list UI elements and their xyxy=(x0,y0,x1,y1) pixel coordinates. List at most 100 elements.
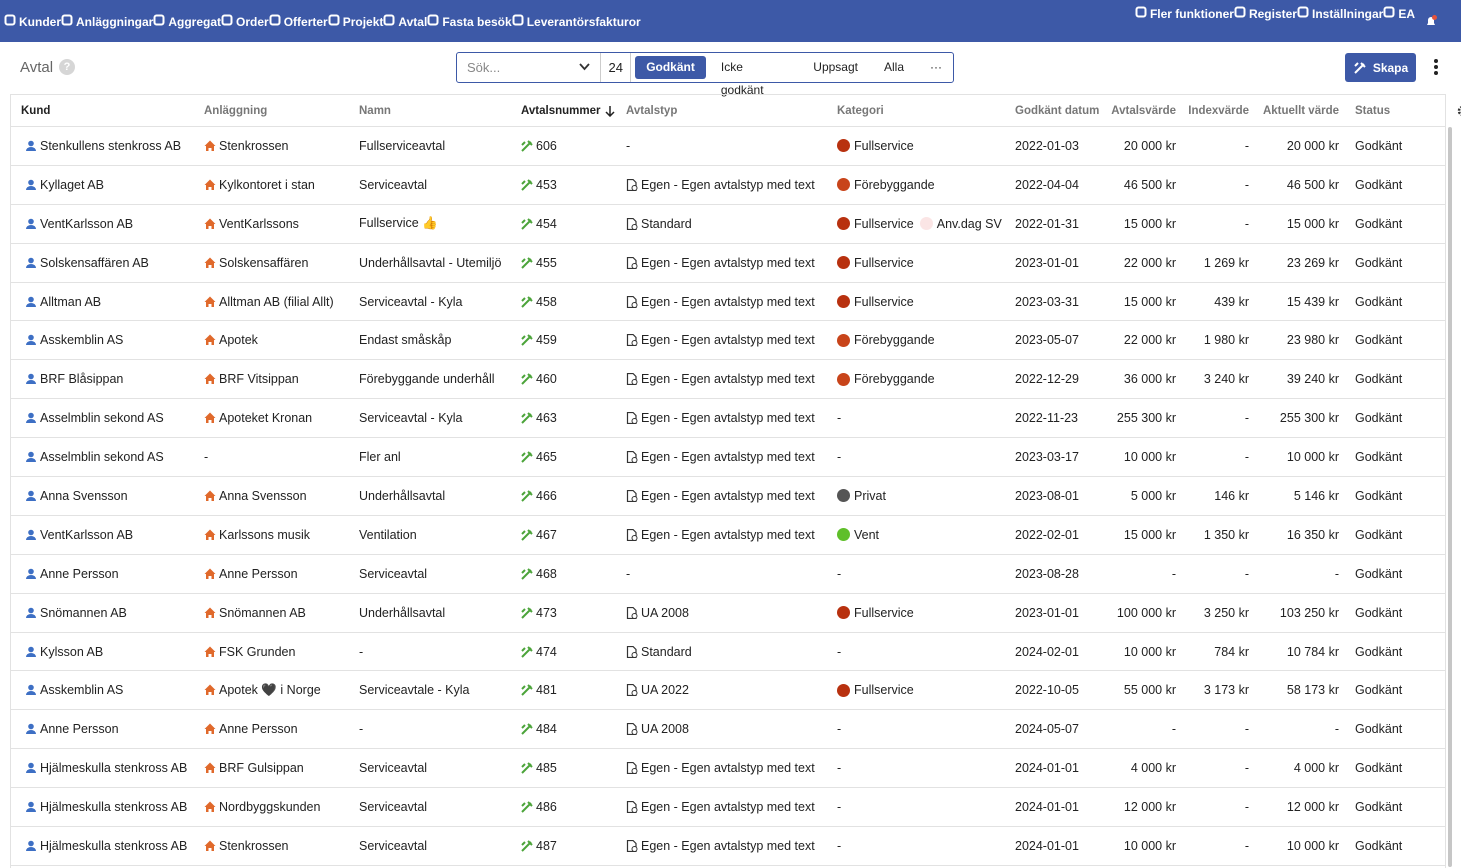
namn-text: Underhållsavtal - Utemiljö xyxy=(359,255,502,270)
status-text: Godkänt xyxy=(1355,527,1403,542)
column-settings[interactable] xyxy=(1447,105,1461,117)
typ-icon xyxy=(626,684,638,697)
status-tab[interactable]: Icke godkänt xyxy=(720,60,764,97)
header-label: Aktuellt värde xyxy=(1262,104,1339,117)
anlaggning-text: Stenkrossen xyxy=(219,138,289,153)
indexvarde-text: - xyxy=(1244,450,1249,465)
nav-item[interactable]: Order xyxy=(221,14,269,29)
table-row[interactable]: Kyllaget AB Kylkontoret i stan Serviceavta… xyxy=(11,166,1445,205)
nav-item[interactable]: Leverantörsfakturor xyxy=(512,14,641,29)
aktuellt-text: 15 439 kr xyxy=(1286,294,1339,309)
status-tab[interactable]: Godkänt xyxy=(635,56,706,79)
table-row[interactable]: Alltman AB Alltman AB (filial Allt) Servic… xyxy=(11,283,1445,322)
cell-namn: Serviceavtal xyxy=(349,761,511,775)
table-row[interactable]: Hjälmeskulla stenkross AB Stenkrossen Serv… xyxy=(11,827,1445,866)
cell-avtalsvarde: 255 300 kr xyxy=(1105,411,1182,425)
header-cell[interactable]: Anläggning xyxy=(194,105,349,117)
anlaggning-text: Stenkrossen xyxy=(219,838,289,853)
table-row[interactable]: Asselmblin sekond AS Apoteket Kronan Servi… xyxy=(11,399,1445,439)
category-dot xyxy=(837,256,850,270)
header-cell[interactable]: Kategori xyxy=(827,105,1005,117)
help-icon[interactable]: ? xyxy=(59,59,75,75)
cell-namn: - xyxy=(349,645,511,659)
kund-text: Stenkullens stenkross AB xyxy=(40,138,182,153)
table-row[interactable]: Snömannen AB Snömannen AB Underhållsavtal 4… xyxy=(11,594,1445,633)
table-row[interactable]: Anne Persson Anne Persson Serviceavtal 468 -… xyxy=(11,555,1445,594)
nummer-icon xyxy=(521,412,533,424)
cell-datum: 2024-01-01 xyxy=(1005,800,1105,814)
header-cell[interactable]: Aktuellt värde xyxy=(1255,105,1345,117)
cell-kund: Kyllaget AB xyxy=(11,178,194,192)
table-row[interactable]: BRF Blåsippan BRF Vitsippan Förebyggande u… xyxy=(11,360,1445,400)
kund-text: Hjälmeskulla stenkross AB xyxy=(40,838,188,853)
cell-kategori: Fullservice xyxy=(827,606,1005,620)
header-cell[interactable]: Avtalstyp xyxy=(616,105,827,117)
table-row[interactable]: Asskemblin AS Apotek 🖤 i Norge Serviceavta… xyxy=(11,671,1445,711)
indexvarde-text: - xyxy=(1244,138,1249,153)
nav-item[interactable]: Avtal xyxy=(383,14,427,29)
anlaggning-icon xyxy=(204,646,216,658)
search-input[interactable]: Sök... xyxy=(457,53,602,82)
header-cell[interactable]: Avtalsnummer xyxy=(511,105,616,117)
table-row[interactable]: Asskemblin AS Apotek Endast småskåp 459 Egen… xyxy=(11,321,1445,361)
cell-datum: 2024-05-07 xyxy=(1005,722,1105,736)
cell-avtalsvarde: 100 000 kr xyxy=(1105,606,1182,620)
table-row[interactable]: Asselmblin sekond AS - Fler anl 465 Egen - E… xyxy=(11,438,1445,478)
cell-kund: Hjälmeskulla stenkross AB xyxy=(11,761,194,775)
nav-item[interactable]: Register xyxy=(1234,6,1297,36)
nav-item[interactable]: Inställningar xyxy=(1297,6,1383,36)
header-cell[interactable]: Godkänt datum xyxy=(1005,105,1105,117)
status-tab[interactable]: Alla xyxy=(883,60,904,74)
scrollbar[interactable] xyxy=(1448,127,1452,867)
namn-text: Förebyggande underhåll xyxy=(359,372,495,387)
category-dot xyxy=(837,528,850,542)
header-label: Kategori xyxy=(837,104,884,117)
create-button[interactable]: Skapa xyxy=(1345,53,1416,82)
table-row[interactable]: Hjälmeskulla stenkross AB Nordbyggskunden… xyxy=(11,788,1445,828)
nav-item[interactable]: Kunder xyxy=(4,14,61,29)
kund-icon xyxy=(25,334,37,346)
nav-item[interactable]: EA xyxy=(1383,6,1415,36)
cell-indexvarde: 439 kr xyxy=(1182,295,1255,309)
nav-item[interactable]: Anläggningar xyxy=(61,14,153,29)
typ-text: UA 2008 xyxy=(641,722,689,737)
namn-text: Serviceavtal - Kyla xyxy=(359,294,463,309)
table-row[interactable]: Hjälmeskulla stenkross AB BRF Gulsippan Se… xyxy=(11,749,1445,789)
kund-icon xyxy=(25,257,37,269)
table-row[interactable]: Stenkullens stenkross AB Stenkrossen Fulls… xyxy=(11,127,1445,166)
aktuellt-text: 10 784 kr xyxy=(1286,644,1339,659)
status-tab[interactable]: ··· xyxy=(930,60,942,74)
datum-text: 2024-05-07 xyxy=(1015,722,1079,737)
cell-aktuellt: 12 000 kr xyxy=(1255,800,1345,814)
nav-item[interactable]: Aggregat xyxy=(153,14,221,29)
nav-item[interactable]: Fasta besök xyxy=(427,14,512,29)
header-cell[interactable]: Indexvärde xyxy=(1182,105,1255,117)
table-row[interactable]: Kylsson AB FSK Grunden - 474 Standard - 2024-0… xyxy=(11,633,1445,672)
nummer-icon-svg xyxy=(521,373,533,385)
status-tab[interactable]: Uppsagt xyxy=(813,60,858,74)
table-row[interactable]: Anna Svensson Anna Svensson Underhållsavta… xyxy=(11,477,1445,516)
nav-item[interactable]: Projekt xyxy=(328,14,383,29)
typ-icon-svg xyxy=(626,412,638,425)
table-row[interactable]: VentKarlsson AB VentKarlssons Fullservice … xyxy=(11,205,1445,244)
cell-anlaggning: Karlssons musik xyxy=(194,528,349,542)
cell-kund: VentKarlsson AB xyxy=(11,528,194,542)
nav-item[interactable]: Fler funktioner xyxy=(1135,6,1234,36)
header-cell[interactable]: Avtalsvärde xyxy=(1105,105,1182,117)
cell-indexvarde: - xyxy=(1182,722,1255,736)
table-row[interactable]: Anne Persson Anne Persson - 484 UA 2008 - 2024… xyxy=(11,710,1445,750)
aktuellt-text: 16 350 kr xyxy=(1286,527,1339,542)
more-menu[interactable] xyxy=(1430,58,1442,76)
header-cell[interactable]: Status xyxy=(1345,105,1447,117)
notification-bell[interactable] xyxy=(1415,6,1457,36)
typ-icon-svg xyxy=(626,762,638,775)
header-cell[interactable]: Namn xyxy=(349,105,511,117)
cell-avtalsvarde: - xyxy=(1105,567,1182,581)
anlaggning-icon xyxy=(204,529,216,541)
header-cell[interactable]: Kund xyxy=(11,105,194,117)
nav-item[interactable]: Offerter xyxy=(269,14,328,29)
kund-icon xyxy=(25,840,37,852)
table-row[interactable]: Solskensaffären AB Solskensaffären Underhå… xyxy=(11,244,1445,283)
avtalsvarde-text: 15 000 kr xyxy=(1123,527,1176,542)
table-row[interactable]: VentKarlsson AB Karlssons musik Ventilatio… xyxy=(11,516,1445,555)
